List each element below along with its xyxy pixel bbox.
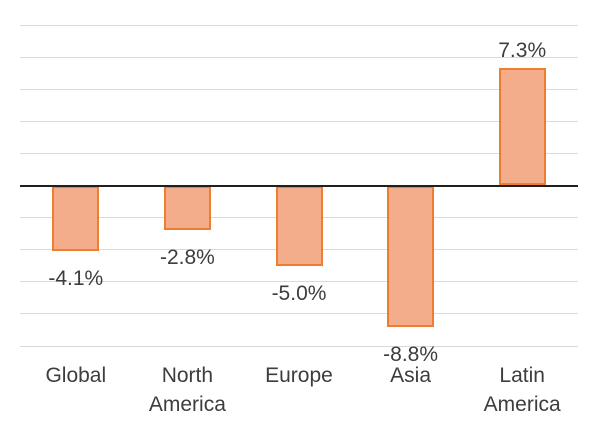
bar bbox=[275, 185, 323, 266]
gridline bbox=[20, 281, 578, 283]
bar-data-label: -2.8% bbox=[159, 246, 215, 270]
zero-axis-line bbox=[20, 184, 578, 187]
category-label: Global bbox=[45, 364, 107, 387]
gridline bbox=[20, 120, 578, 122]
bar bbox=[498, 68, 546, 186]
gridline bbox=[20, 345, 578, 347]
category-label: Latin America bbox=[483, 364, 561, 416]
bar bbox=[387, 185, 435, 327]
category-label: North America bbox=[148, 364, 226, 416]
gridline bbox=[20, 56, 578, 58]
bar-data-label: -8.8% bbox=[383, 342, 439, 366]
bar bbox=[163, 185, 211, 231]
bar-data-label: 7.3% bbox=[498, 39, 547, 63]
gridline bbox=[20, 152, 578, 154]
category-label: Asia bbox=[390, 364, 432, 387]
gridline bbox=[20, 88, 578, 90]
bar-data-label: -4.1% bbox=[48, 267, 104, 291]
category-label: Europe bbox=[265, 364, 333, 387]
bar-data-label: -5.0% bbox=[271, 281, 327, 305]
bar bbox=[52, 185, 100, 252]
gridline bbox=[20, 24, 578, 26]
gridline bbox=[20, 313, 578, 315]
